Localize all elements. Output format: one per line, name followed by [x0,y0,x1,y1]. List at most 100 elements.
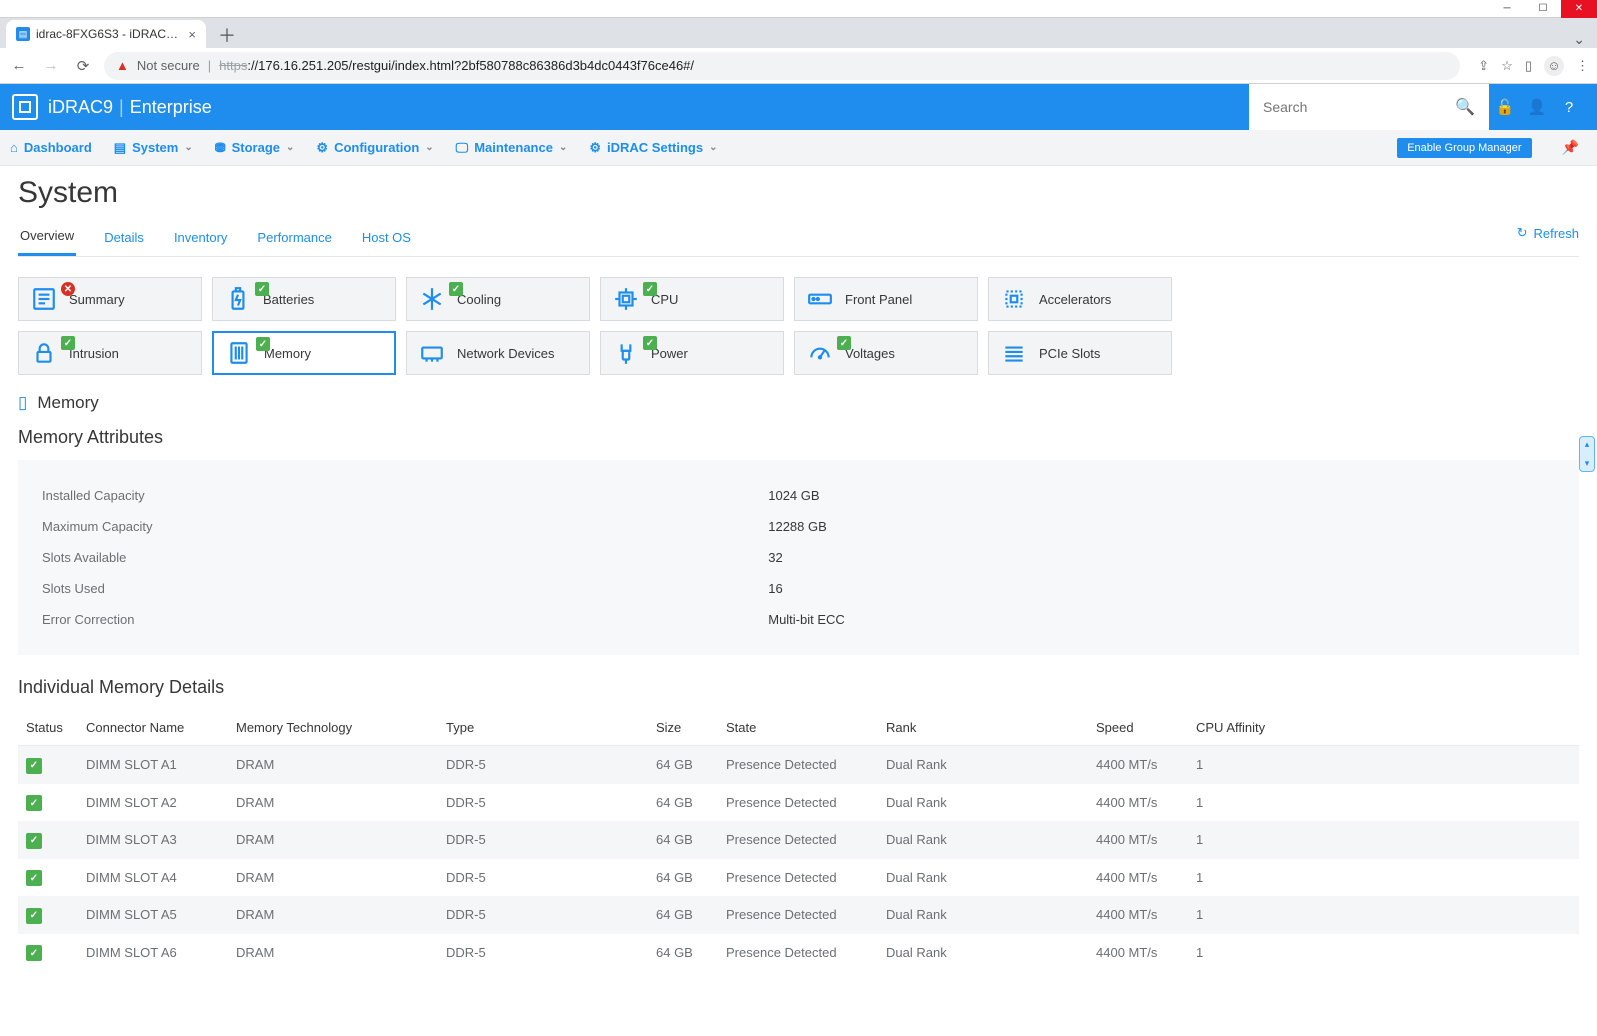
nav-maintenance[interactable]: 🖵Maintenance⌄ [456,140,568,156]
attribute-label: Slots Available [42,550,768,565]
attribute-label: Maximum Capacity [42,519,768,534]
help-icon[interactable]: ? [1553,99,1585,116]
browser-menu-icon[interactable]: ⋮ [1576,58,1589,74]
cell-type: DDR-5 [438,784,648,822]
idrac-logo-icon [12,94,38,120]
panel-icon[interactable]: ▯ [1525,58,1532,74]
nav-system[interactable]: ▤System⌄ [114,140,193,156]
header-search[interactable]: 🔍 [1249,84,1489,130]
window-minimize-button[interactable]: ─ [1489,0,1525,18]
tab-performance[interactable]: Performance [255,222,333,255]
scroll-handle[interactable]: ▴▾ [1579,436,1595,472]
status-ok-icon: ✓ [643,336,657,350]
tile-batteries[interactable]: ✓Batteries [212,277,396,321]
share-icon[interactable]: ⇪ [1478,58,1489,74]
nav-back-button[interactable]: ← [8,57,30,74]
tile-summary[interactable]: ✕Summary [18,277,202,321]
tile-intrusion[interactable]: ✓Intrusion [18,331,202,375]
tile-label: Memory [264,346,311,361]
tab-details[interactable]: Details [102,222,146,255]
sliders-icon: ⚙ [316,140,328,156]
tile-pcie-slots[interactable]: PCIe Slots [988,331,1172,375]
cell-speed: 4400 MT/s [1088,746,1188,784]
address-bar: ← → ⟳ ▲ Not secure | https://176.16.251.… [0,48,1597,84]
tile-power[interactable]: ✓Power [600,331,784,375]
wrench-icon: 🖵 [456,140,469,156]
tab-inventory[interactable]: Inventory [172,222,229,255]
col-speed: Speed [1088,710,1188,746]
bookmark-icon[interactable]: ☆ [1501,58,1513,74]
table-row[interactable]: ✓DIMM SLOT A1DRAMDDR-564 GBPresence Dete… [18,746,1579,784]
table-row[interactable]: ✓DIMM SLOT A2DRAMDDR-564 GBPresence Dete… [18,784,1579,822]
new-tab-button[interactable]: ＋ [210,22,244,48]
tile-network-devices[interactable]: Network Devices [406,331,590,375]
pcie-slots-icon [999,340,1029,366]
cell-affinity: 1 [1188,784,1579,822]
nav-dashboard[interactable]: ⌂Dashboard [10,140,92,155]
url-box[interactable]: ▲ Not secure | https://176.16.251.205/re… [104,52,1460,80]
window-close-button[interactable]: ✕ [1561,0,1597,18]
nav-storage[interactable]: ⛃Storage⌄ [215,140,295,156]
tile-voltages[interactable]: ✓Voltages [794,331,978,375]
cpu-icon [611,286,641,312]
table-row[interactable]: ✓DIMM SLOT A4DRAMDDR-564 GBPresence Dete… [18,859,1579,897]
group-manager-button[interactable]: Enable Group Manager [1397,138,1531,158]
chevron-down-icon: ⌄ [559,142,567,153]
batteries-icon [223,286,253,312]
search-input[interactable] [1263,99,1455,115]
attribute-row: Slots Available32 [42,542,1555,573]
cell-size: 64 GB [648,746,718,784]
user-icon[interactable]: 👤 [1521,98,1553,116]
nav-forward-button[interactable]: → [40,57,62,74]
nav-reload-button[interactable]: ⟳ [72,57,94,75]
tile-cooling[interactable]: ✓Cooling [406,277,590,321]
status-ok-icon: ✓ [61,336,75,350]
voltages-icon [805,340,835,366]
cell-type: DDR-5 [438,896,648,934]
tab-close-icon[interactable]: × [188,27,196,42]
table-row[interactable]: ✓DIMM SLOT A5DRAMDDR-564 GBPresence Dete… [18,896,1579,934]
tile-memory[interactable]: ✓Memory [212,331,396,375]
window-maximize-button[interactable]: ☐ [1525,0,1561,18]
chevron-down-icon: ⌄ [425,142,433,153]
attribute-label: Error Correction [42,612,768,627]
col-size: Size [648,710,718,746]
cell-affinity: 1 [1188,746,1579,784]
power-icon[interactable]: 🔓 [1489,98,1521,116]
table-row[interactable]: ✓DIMM SLOT A3DRAMDDR-564 GBPresence Dete… [18,821,1579,859]
overview-tiles: ✕Summary✓Batteries✓Cooling✓CPUFront Pane… [18,277,1579,375]
search-icon[interactable]: 🔍 [1455,97,1475,117]
cell-connector: DIMM SLOT A4 [78,859,228,897]
tile-cpu[interactable]: ✓CPU [600,277,784,321]
idrac-header: iDRAC9|Enterprise 🔍 🔓 👤 ? [0,84,1597,130]
cell-rank: Dual Rank [878,896,1088,934]
tab-overflow-icon[interactable]: ⌄ [1561,31,1597,48]
status-ok-icon: ✓ [26,833,42,849]
tile-label: Summary [69,292,125,307]
details-heading: Individual Memory Details [18,677,1579,698]
window-controls: ─ ☐ ✕ [0,0,1597,18]
memory-icon: ▯ [18,393,27,413]
attribute-label: Installed Capacity [42,488,768,503]
browser-tab-title: idrac-8FXG6S3 - iDRAC9 - Syste… [36,27,182,41]
cell-state: Presence Detected [718,896,878,934]
tile-label: Intrusion [69,346,119,361]
pin-icon[interactable]: 📌 [1554,139,1587,156]
cell-type: DDR-5 [438,934,648,972]
tab-host-os[interactable]: Host OS [360,222,413,255]
cell-technology: DRAM [228,821,438,859]
cooling-icon [417,286,447,312]
table-row[interactable]: ✓DIMM SLOT A6DRAMDDR-564 GBPresence Dete… [18,934,1579,972]
nav-idrac-settings[interactable]: ⚙iDRAC Settings⌄ [589,140,717,156]
browser-tab[interactable]: ▤ idrac-8FXG6S3 - iDRAC9 - Syste… × [6,20,206,48]
col-type: Type [438,710,648,746]
profile-avatar[interactable]: ☺ [1544,56,1564,76]
cell-rank: Dual Rank [878,859,1088,897]
tile-label: Batteries [263,292,314,307]
tile-front-panel[interactable]: Front Panel [794,277,978,321]
nav-configuration[interactable]: ⚙Configuration⌄ [316,140,433,156]
refresh-button[interactable]: ↻Refresh [1517,225,1579,251]
tab-overview[interactable]: Overview [18,220,76,256]
tile-accelerators[interactable]: Accelerators [988,277,1172,321]
status-ok-icon: ✓ [643,282,657,296]
